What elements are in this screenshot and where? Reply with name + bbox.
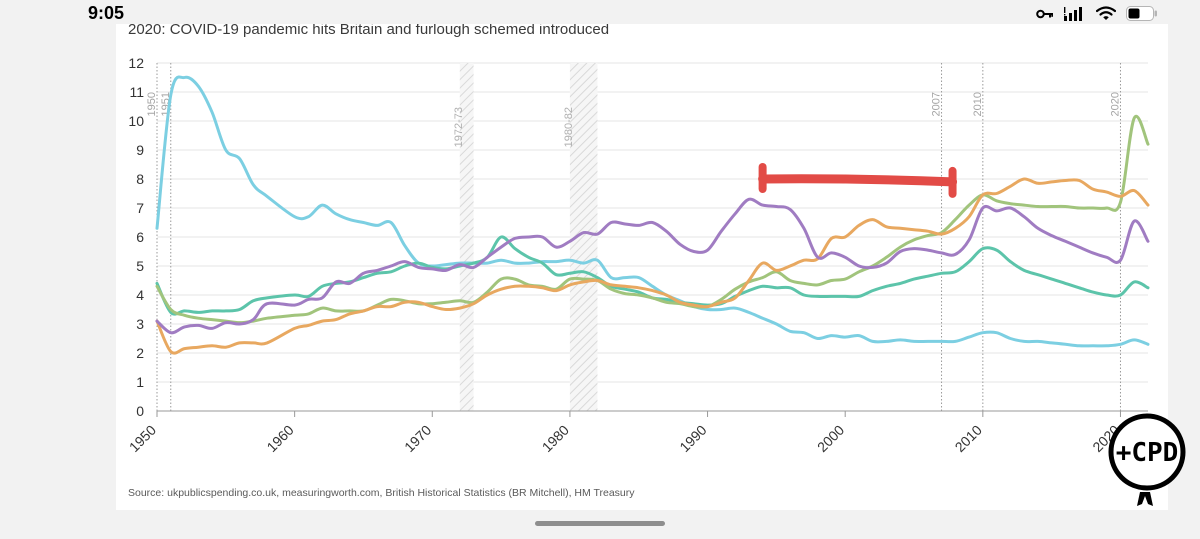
signal-icon: [1064, 6, 1082, 21]
x-tick-label: 2010: [952, 422, 985, 455]
marker-label: 2007: [931, 92, 943, 116]
y-tick-label: 0: [136, 403, 144, 419]
series-line-purple: [155, 197, 1150, 335]
chart-title: 2020: COVID-19 pandemic hits Britain and…: [128, 24, 609, 38]
marker-label: 2020: [1109, 92, 1121, 116]
y-tick-label: 11: [129, 84, 144, 100]
cpd-logo-text: +CPD: [1116, 438, 1179, 468]
y-tick-label: 10: [128, 113, 144, 129]
status-bar: 9:05: [0, 0, 1200, 28]
shaded-bands: 1972-73 1980-82: [453, 63, 598, 411]
source-note: Source: ukpublicspending.co.uk, measurin…: [128, 487, 635, 499]
y-tick-label: 3: [136, 316, 144, 332]
shaded-band: [459, 63, 474, 411]
band-label: 1980-82: [563, 107, 575, 147]
series-lines: [155, 75, 1150, 355]
battery-icon: [1126, 6, 1157, 21]
y-tick-label: 12: [128, 55, 144, 71]
y-tick-label: 6: [136, 229, 144, 245]
key-icon: [1036, 9, 1053, 18]
y-tick-label: 1: [136, 374, 144, 390]
series-line-green: [155, 114, 1150, 325]
y-tick-label: 8: [136, 171, 144, 187]
x-tick-label: 2000: [814, 422, 847, 455]
series-line-blue: [155, 75, 1150, 348]
status-time: 9:05: [88, 3, 125, 23]
home-indicator[interactable]: [535, 521, 665, 526]
x-tick-label: 1980: [539, 422, 572, 455]
marker-label: 2010: [972, 92, 984, 116]
status-icons: [1036, 6, 1158, 21]
x-tick-label: 1970: [401, 422, 434, 455]
red-annotation-bar: [758, 174, 958, 187]
cpd-logo: +CPD: [1108, 413, 1186, 506]
y-tick-label: 4: [136, 287, 144, 303]
band-label: 1972-73: [453, 107, 465, 147]
y-tick-label: 5: [136, 258, 144, 274]
y-tick-label: 7: [136, 200, 144, 216]
y-tick-label: 2: [136, 345, 144, 361]
chart-card: 2020: COVID-19 pandemic hits Britain and…: [116, 24, 1168, 510]
x-tick-label: 1960: [263, 422, 296, 455]
line-chart: 2020: COVID-19 pandemic hits Britain and…: [126, 24, 1150, 499]
y-tick-label: 9: [136, 142, 144, 158]
series-line-teal: [155, 235, 1150, 316]
annotations: [758, 163, 958, 198]
x-tick-label: 1990: [676, 422, 709, 455]
marker-label: 1950: [146, 92, 158, 116]
x-tick-label: 1950: [126, 422, 159, 455]
series-line-orange: [155, 177, 1150, 355]
wifi-icon: [1096, 6, 1116, 20]
